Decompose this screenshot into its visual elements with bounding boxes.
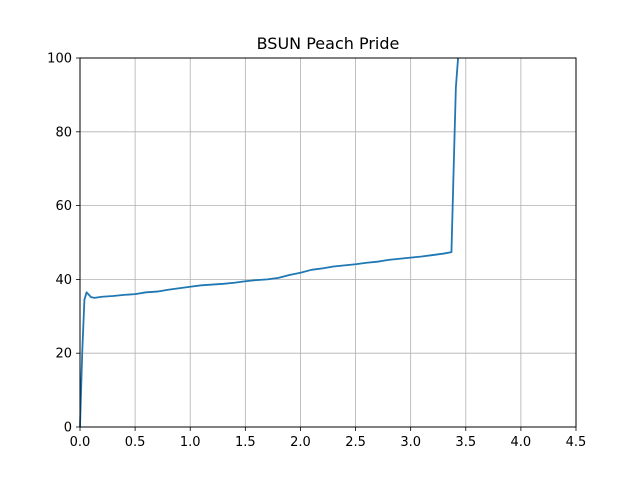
plot-frame [79,57,577,428]
chart-title: BSUN Peach Pride [257,34,400,53]
series-line [79,57,459,428]
x-tick-label: 4.5 [566,435,587,450]
x-tick-label: 0.0 [70,435,91,450]
y-tick-label: 100 [47,52,72,67]
x-tick-label: 2.0 [290,435,311,450]
x-tick-label: 4.0 [511,435,532,450]
x-tick-label: 0.5 [125,435,146,450]
series-layer [79,57,459,428]
grid-lines [79,57,577,428]
x-tick-label: 1.5 [235,435,256,450]
y-tick-label: 20 [55,347,72,362]
y-tick-label: 0 [64,421,72,436]
x-tick-label: 3.5 [455,435,476,450]
x-tick-label: 3.0 [400,435,421,450]
y-tick-label: 80 [55,125,72,140]
x-tick-label: 1.0 [180,435,201,450]
y-tick-label: 40 [55,273,72,288]
x-axis: 0.0 0.5 1.0 1.5 2.0 2.5 3.0 3.5 4.0 4.5 [70,427,587,450]
y-tick-label: 60 [55,199,72,214]
x-tick-label: 2.5 [345,435,366,450]
y-axis: 0 20 40 60 80 100 [47,52,80,436]
